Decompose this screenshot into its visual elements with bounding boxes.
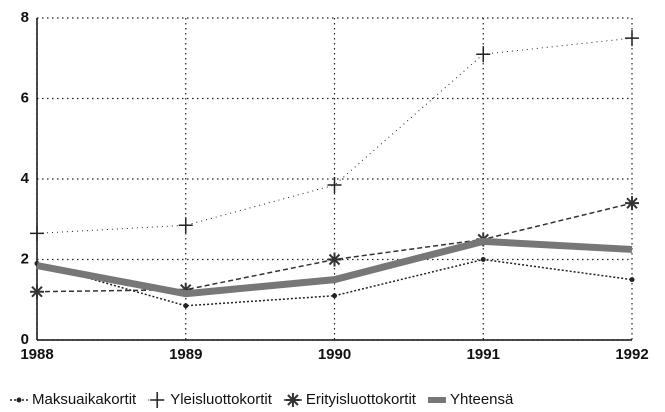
- marker: [285, 393, 300, 407]
- marker: [480, 257, 486, 262]
- marker: [150, 392, 165, 408]
- y-tick-label: 0: [21, 331, 29, 348]
- x-tick-label: 1989: [169, 346, 202, 363]
- legend-label: Yhteensä: [450, 391, 514, 408]
- legend-label: Erityisluottokortit: [306, 391, 417, 408]
- marker: [625, 30, 639, 47]
- marker: [476, 46, 491, 63]
- series-line: [36, 237, 633, 298]
- legend-label: Maksuaikakortit: [32, 391, 137, 408]
- marker: [30, 284, 44, 299]
- marker: [327, 177, 342, 194]
- legend-item: Maksuaikakortit: [10, 391, 137, 408]
- y-tick-label: 4: [21, 170, 30, 187]
- marker: [332, 293, 337, 299]
- x-tick-label: 1988: [20, 346, 53, 363]
- marker: [178, 217, 193, 234]
- marker: [327, 252, 342, 267]
- legend-label: Yleisluottokortit: [170, 391, 273, 408]
- legend-item: Erityisluottokortit: [283, 391, 417, 408]
- y-tick-label: 6: [21, 89, 29, 106]
- marker: [625, 196, 639, 211]
- legend-item: Yleisluottokortit: [148, 391, 273, 408]
- legend-item: Yhteensä: [427, 391, 514, 408]
- x-tick-label: 1991: [467, 346, 500, 363]
- x-tick-label: 1992: [615, 346, 648, 363]
- y-tick-label: 8: [21, 9, 29, 26]
- marker: [30, 225, 44, 242]
- marker: [178, 282, 193, 297]
- marker: [183, 303, 189, 309]
- x-tick-label: 1990: [318, 346, 351, 363]
- marker: [629, 277, 635, 283]
- y-tick-label: 2: [21, 250, 29, 267]
- marker: [16, 397, 22, 403]
